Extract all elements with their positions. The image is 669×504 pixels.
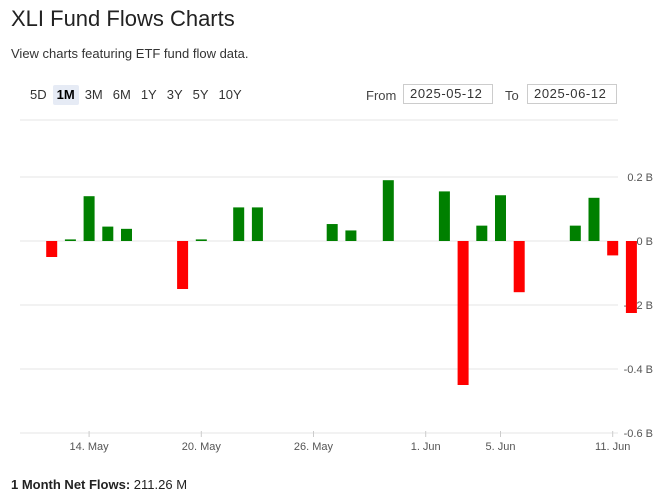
range-1m-button[interactable]: 1M — [52, 85, 79, 105]
bar[interactable] — [476, 225, 488, 241]
range-3m-button[interactable]: 3M — [84, 87, 103, 102]
bar[interactable] — [625, 241, 637, 313]
y-tick-label: -0.6 B — [624, 428, 653, 440]
bar[interactable] — [382, 180, 394, 241]
bar[interactable] — [121, 228, 132, 241]
range-1y-button[interactable]: 1Y — [140, 87, 157, 102]
bar[interactable] — [64, 239, 76, 241]
bar[interactable] — [457, 241, 469, 385]
range-3y-button[interactable]: 3Y — [166, 87, 183, 102]
range-5d-button[interactable]: 5D — [30, 87, 47, 102]
net-flows-value: 211.26 M — [133, 477, 188, 492]
bar[interactable] — [326, 224, 338, 241]
range-10y-button[interactable]: 10Y — [218, 87, 242, 102]
x-tick-label: 14. May — [70, 441, 110, 453]
bar[interactable] — [251, 207, 263, 241]
x-tick-label: 20. May — [182, 441, 222, 453]
bar[interactable] — [195, 239, 207, 241]
net-flows-label: 1 Month Net Flows: — [11, 477, 131, 492]
bar[interactable] — [588, 197, 600, 241]
bar[interactable] — [177, 241, 189, 289]
bar[interactable] — [233, 207, 245, 241]
bar[interactable] — [495, 195, 506, 241]
bar[interactable] — [46, 241, 58, 257]
from-date-input[interactable]: 2025-05-12 — [403, 84, 493, 104]
bar[interactable] — [83, 196, 95, 241]
bar[interactable] — [345, 230, 357, 241]
range-5y-button[interactable]: 5Y — [192, 87, 209, 102]
x-tick-label: 5. Jun — [486, 441, 516, 453]
fund-flows-chart: 0.2 B0 B-0.2 B-0.4 B-0.6 B14. May 20. May… — [20, 119, 653, 453]
page-subtitle: View charts featuring ETF fund flow data… — [11, 46, 249, 61]
page-title: XLI Fund Flows Charts — [11, 6, 235, 31]
y-tick-label: 0.2 B — [627, 172, 653, 184]
x-tick-label: 26. May — [294, 441, 334, 453]
bar[interactable] — [569, 225, 581, 241]
x-tick-label: 11. Jun — [595, 441, 630, 453]
bar[interactable] — [513, 241, 525, 293]
bar[interactable] — [438, 191, 450, 241]
range-selector: 5D 1M 3M 6M 1Y 3Y 5Y 10Y — [26, 85, 246, 105]
net-flows-summary: 1 Month Net Flows: 211.26 M — [11, 477, 187, 492]
bar[interactable] — [607, 241, 619, 256]
to-date-input[interactable]: 2025-06-12 — [527, 84, 617, 104]
from-label: From — [366, 88, 397, 103]
x-tick-label: 1. Jun — [411, 441, 441, 453]
bar[interactable] — [102, 226, 114, 241]
to-label: To — [505, 88, 519, 103]
range-6m-button[interactable]: 6M — [112, 87, 131, 102]
y-tick-label: -0.4 B — [624, 364, 653, 376]
y-tick-label: 0 B — [636, 236, 653, 248]
